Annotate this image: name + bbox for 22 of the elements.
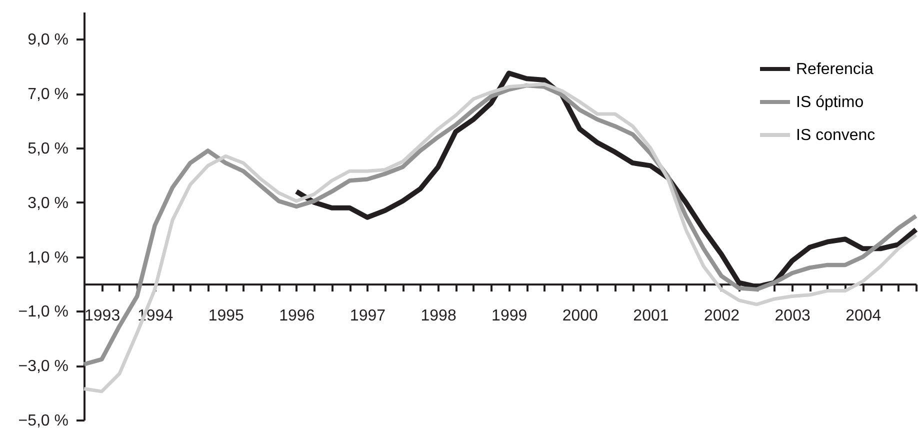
x-tick-label: 2004 <box>846 308 882 324</box>
legend-label: Referencia <box>796 61 874 78</box>
x-tick-label: 2002 <box>704 308 740 324</box>
x-tick-label: 2003 <box>774 308 810 324</box>
y-tick-label: 9,0 % <box>28 32 68 49</box>
x-tick-label: 1993 <box>84 308 120 324</box>
legend-label: IS convenc <box>796 127 876 144</box>
y-tick-label: −3,0 % <box>18 358 68 376</box>
y-tick-label: 3,0 % <box>28 194 68 212</box>
x-tick-label: 1999 <box>492 308 528 324</box>
x-tick-label: 1997 <box>350 308 386 324</box>
y-tick-label: 1,0 % <box>28 249 68 266</box>
y-tick-label: −5,0 % <box>18 412 68 430</box>
x-tick-label: 2001 <box>633 308 669 324</box>
x-tick-label: 2000 <box>562 308 598 324</box>
x-tick-label: 1995 <box>208 308 244 324</box>
y-tick-label: 5,0 % <box>28 140 68 158</box>
x-tick-label: 1996 <box>279 308 315 324</box>
y-tick-label: −1,0 % <box>18 304 68 321</box>
x-tick-label: 1998 <box>420 308 456 324</box>
legend-label: IS óptimo <box>796 94 864 111</box>
y-tick-label: 7,0 % <box>28 86 68 104</box>
